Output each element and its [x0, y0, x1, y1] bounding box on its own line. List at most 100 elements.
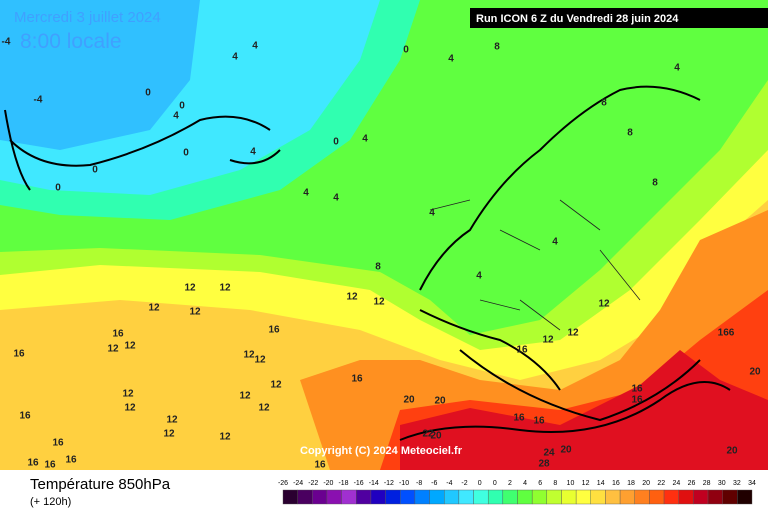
- copyright: Copyright (C) 2024 Meteociel.fr: [300, 445, 463, 457]
- legend-swatch: [561, 489, 577, 505]
- legend-label: -24: [293, 480, 303, 487]
- contour-label: -4: [2, 37, 11, 48]
- contour-label: 16: [52, 438, 64, 449]
- legend-swatch: [693, 489, 709, 505]
- contour-label: 28: [538, 459, 550, 470]
- time-subtitle: 8:00 locale: [20, 30, 122, 53]
- legend-swatch: [400, 489, 416, 505]
- footer-subtitle: (+ 120h): [30, 496, 71, 508]
- run-box: [470, 8, 768, 28]
- contour-label: 12: [346, 292, 358, 303]
- contour-label: 12: [254, 355, 266, 366]
- contour-label: 16: [27, 458, 39, 469]
- legend-swatch: [414, 489, 430, 505]
- legend-label: 26: [688, 480, 696, 487]
- contour-label: 4: [429, 208, 435, 219]
- contour-label: 4: [552, 237, 558, 248]
- run-info: Run ICON 6 Z du Vendredi 28 juin 2024: [476, 13, 679, 25]
- contour-label: 8: [601, 98, 607, 109]
- contour-label: 16: [351, 374, 363, 385]
- legend-swatch: [444, 489, 460, 505]
- contour-label: 16: [631, 395, 643, 406]
- contour-label: 12: [219, 432, 231, 443]
- contour-label: 20: [434, 396, 446, 407]
- legend-label: -10: [399, 480, 409, 487]
- contour-label: 16: [44, 460, 56, 471]
- legend-label: 18: [627, 480, 635, 487]
- legend-label: -26: [278, 480, 288, 487]
- contour-label: 20: [403, 395, 415, 406]
- legend-label: -16: [354, 480, 364, 487]
- legend-label: -18: [338, 480, 348, 487]
- contour-label: 12: [243, 350, 255, 361]
- contour-label: 20: [749, 367, 761, 378]
- footer-title: Température 850hPa: [30, 476, 171, 493]
- legend-swatch: [487, 489, 504, 505]
- legend-swatch: [502, 489, 518, 505]
- contour-label: 12: [598, 299, 610, 310]
- legend-label: 4: [523, 480, 527, 487]
- contour-label: 16: [314, 460, 326, 471]
- contour-label: 12: [567, 328, 579, 339]
- contour-label: 0: [92, 165, 98, 176]
- legend-label: 6: [538, 480, 542, 487]
- legend-label: -20: [323, 480, 333, 487]
- contour-label: 8: [494, 42, 500, 53]
- legend-swatch: [458, 489, 474, 505]
- contour-label: 12: [373, 297, 385, 308]
- legend-swatch: [737, 489, 753, 505]
- legend-swatch: [663, 489, 679, 505]
- contour-label: 20: [560, 445, 572, 456]
- contour-label: 12: [163, 429, 175, 440]
- legend-label: 32: [733, 480, 741, 487]
- legend-label: 20: [642, 480, 650, 487]
- contour-label: 8: [375, 262, 381, 273]
- legend-label: -8: [416, 480, 422, 487]
- contour-label: 4: [448, 54, 454, 65]
- contour-label: 12: [270, 380, 282, 391]
- contour-label: 0: [333, 137, 339, 148]
- legend-swatch: [575, 489, 591, 505]
- legend-swatch: [473, 489, 489, 505]
- contour-label: 22: [422, 429, 434, 440]
- legend-swatch: [517, 489, 533, 505]
- legend-label: 30: [718, 480, 726, 487]
- legend-label: 34: [748, 480, 756, 487]
- contour-label: 12: [122, 389, 134, 400]
- legend-label: -6: [431, 480, 437, 487]
- legend-swatch: [605, 489, 621, 505]
- zone-blue: [0, 0, 200, 150]
- contour-label: 0: [403, 45, 409, 56]
- legend-swatch: [312, 489, 328, 505]
- legend-swatch: [297, 489, 313, 505]
- contour-label: 16: [631, 384, 643, 395]
- contour-label: 8: [652, 178, 658, 189]
- contour-label: 16: [65, 455, 77, 466]
- legend-label: 24: [672, 480, 680, 487]
- legend-label: 12: [582, 480, 590, 487]
- contour-label: 4: [362, 134, 368, 145]
- legend-label: -4: [446, 480, 452, 487]
- legend-label: 16: [612, 480, 620, 487]
- contour-label: -4: [34, 95, 43, 106]
- contour-label: 16: [19, 411, 31, 422]
- contour-label: 4: [333, 193, 339, 204]
- legend-label: 2: [508, 480, 512, 487]
- contour-label: 12: [542, 335, 554, 346]
- legend-label: 14: [597, 480, 605, 487]
- contour-label: 4: [303, 188, 309, 199]
- coastline: [4, 85, 731, 441]
- contour-label: 20: [430, 431, 442, 442]
- contour-label: 8: [627, 128, 633, 139]
- contour-label: 16: [112, 329, 124, 340]
- contour-label: 12: [239, 391, 251, 402]
- color-legend: -26 -24 -22 -20 -18 -16 -14 -12 -10 -8 -6 -4 -2 0 0 2 4 6…: [278, 480, 756, 505]
- legend-label: -12: [384, 480, 394, 487]
- legend-swatch: [546, 489, 562, 505]
- legend-swatch: [722, 489, 738, 505]
- legend-label: 22: [657, 480, 665, 487]
- contour-label: 4: [250, 147, 256, 158]
- contour-label: 16: [513, 413, 525, 424]
